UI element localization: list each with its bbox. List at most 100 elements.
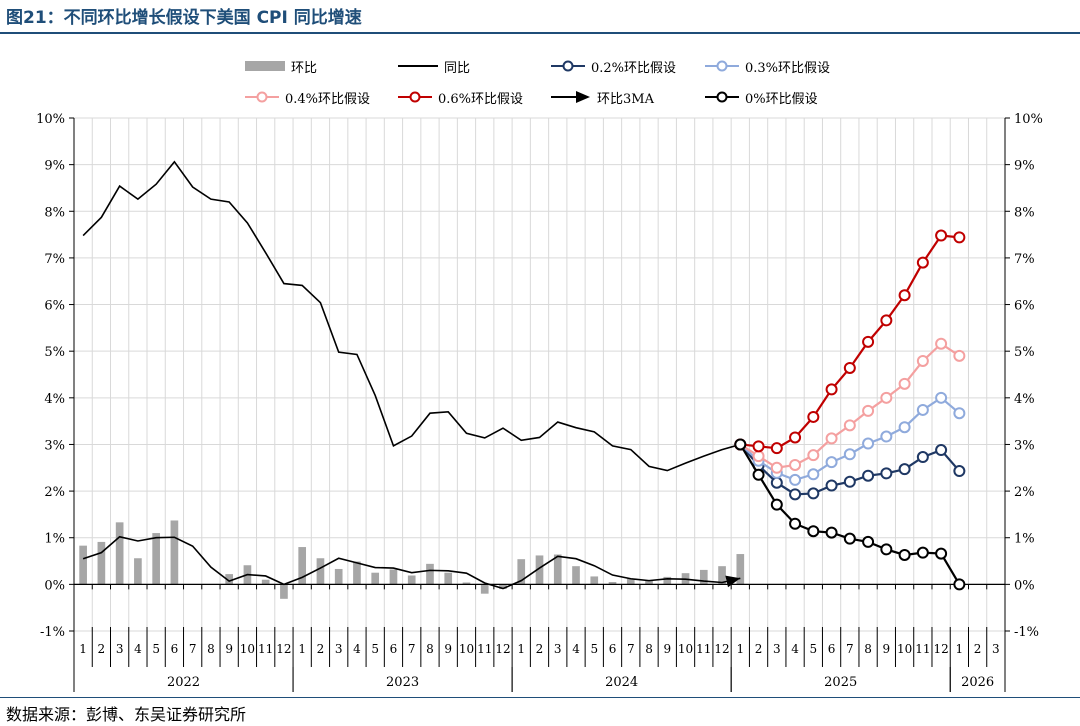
mom-bar	[608, 582, 617, 585]
x-month-label: 7	[189, 642, 197, 656]
series-s00-point	[862, 535, 875, 548]
series-s02-point	[807, 487, 820, 500]
series-s04-point	[935, 337, 948, 350]
series-s00-point	[770, 498, 783, 511]
mom-bar	[334, 568, 343, 585]
mom-bar	[407, 575, 416, 585]
x-month-label: 11	[696, 642, 711, 656]
series-s03-point	[935, 391, 948, 404]
series-s04-point	[916, 354, 929, 367]
series-s00-point	[916, 546, 929, 559]
y-tick-label-right: 9%	[1014, 159, 1035, 174]
x-year-label: 2026	[961, 675, 994, 690]
x-month-label: 3	[116, 642, 124, 656]
y-tick-label-left: 2%	[44, 485, 65, 500]
series-s06-point	[935, 229, 948, 242]
legend-swatch-mom	[245, 61, 285, 71]
series-s06-point	[898, 289, 911, 302]
series-s04-point	[807, 449, 820, 462]
x-month-label: 5	[810, 642, 818, 656]
x-month-label: 12	[495, 642, 510, 656]
mom-bar	[316, 558, 325, 585]
mom-bar	[97, 541, 106, 585]
x-month-label: 3	[554, 642, 562, 656]
x-month-label: 9	[663, 642, 671, 656]
mom-bar	[699, 569, 708, 585]
series-yoy-line	[82, 160, 741, 472]
series-s02-point	[770, 476, 783, 489]
x-month-label: 2	[974, 642, 982, 656]
mom-bar	[353, 561, 361, 585]
series-s00-point	[935, 547, 948, 560]
legend-label-ma3: 环比3MA	[597, 92, 654, 107]
x-month-label: 2	[98, 642, 106, 656]
series-s06-point	[862, 335, 875, 348]
series-s03-point	[807, 468, 820, 481]
x-month-label: 3	[992, 642, 1000, 656]
mom-bar	[298, 547, 307, 585]
series-s04-point	[880, 391, 893, 404]
x-month-label: 2	[755, 642, 763, 656]
series-s02-point	[880, 467, 893, 480]
x-month-label: 3	[335, 642, 343, 656]
y-tick-label-right: 5%	[1014, 345, 1035, 360]
y-tick-label-right: 3%	[1014, 438, 1035, 453]
series-s03-point	[880, 430, 893, 443]
legend-swatch-ma3-head	[576, 91, 590, 103]
y-tick-label-left: 3%	[44, 438, 65, 453]
series-mom3ma-line	[82, 535, 741, 590]
series-mom3ma-arrowhead	[725, 575, 741, 588]
x-year-label: 2024	[605, 675, 638, 690]
y-tick-label-left: 7%	[44, 252, 65, 267]
series-s02-point	[862, 469, 875, 482]
mom-bar	[152, 533, 160, 585]
x-month-label: 6	[390, 642, 398, 656]
mom-bar	[225, 574, 234, 585]
y-tick-label-right: 1%	[1014, 532, 1035, 547]
legend-label-s02: 0.2%环比假设	[591, 61, 677, 76]
y-tick-label-left: 10%	[36, 112, 65, 127]
series-s03-point	[916, 403, 929, 416]
source-note: 数据来源：彭博、东吴证券研究所	[6, 705, 247, 724]
series-s04-point	[953, 349, 966, 362]
x-month-label: 2	[536, 642, 544, 656]
x-month-label: 4	[353, 642, 361, 656]
series-s03-point	[862, 437, 875, 450]
series-s00-point	[825, 526, 838, 539]
x-month-label: 4	[134, 642, 142, 656]
x-month-label: 1	[298, 642, 306, 656]
series-s02-point	[898, 463, 911, 476]
x-month-label: 9	[883, 642, 891, 656]
mom-bar	[626, 578, 635, 585]
y-tick-label-left: 9%	[44, 159, 65, 174]
series-s00-point	[752, 468, 765, 481]
mom-bar	[553, 554, 562, 585]
x-month-label: 3	[773, 642, 781, 656]
mom-bar	[499, 584, 507, 590]
series-s06-point	[880, 314, 893, 327]
series-s04-point	[752, 450, 765, 463]
series-s02-point	[953, 465, 966, 478]
series-s04-point	[843, 419, 856, 432]
series-s00-point	[789, 517, 802, 530]
x-month-label: 5	[590, 642, 598, 656]
series-s06-point	[770, 442, 783, 455]
x-month-label: 10	[240, 642, 255, 656]
legend-label-yoy: 同比	[444, 61, 471, 76]
x-month-label: 7	[408, 642, 416, 656]
x-month-label: 7	[846, 642, 854, 656]
series-s06-point	[953, 231, 966, 244]
series-s06-point	[916, 256, 929, 269]
mom-bar	[444, 572, 453, 585]
legend-swatch-s00-marker	[716, 91, 728, 103]
series-s03-point	[843, 448, 856, 461]
y-tick-label-left: 6%	[44, 299, 65, 314]
mom-bar	[462, 582, 471, 585]
mom-bar	[590, 576, 599, 585]
legend-swatch-s04-marker	[256, 91, 268, 103]
x-month-label: 9	[444, 642, 452, 656]
y-tick-label-left: 8%	[44, 205, 65, 220]
x-month-label: 6	[828, 642, 836, 656]
mom-bar	[261, 579, 270, 585]
series-s06-point	[752, 440, 765, 453]
